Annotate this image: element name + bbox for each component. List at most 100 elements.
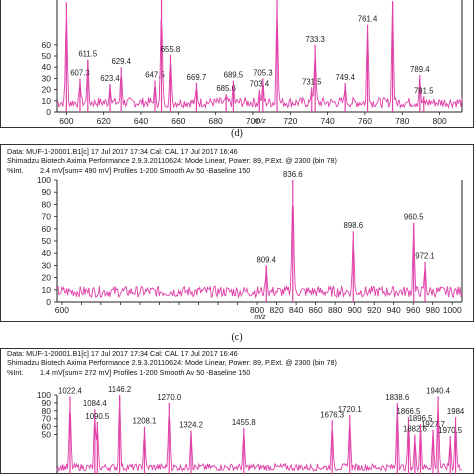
x-tick-label: 640 xyxy=(134,116,148,126)
x-tick-label: 600 xyxy=(59,116,73,126)
peak-label: 1896.5 xyxy=(409,414,434,423)
peak-label: 1208.1 xyxy=(133,417,157,426)
peak-label: 731.5 xyxy=(302,77,322,86)
peak-label: 791.5 xyxy=(414,86,434,95)
peak-label: 789.4 xyxy=(410,65,430,74)
y-tick-label: 90 xyxy=(42,398,52,408)
peak-label: 669.7 xyxy=(187,73,207,82)
x-tick-label: 740 xyxy=(321,116,335,126)
x-tick-label: 880 xyxy=(328,305,342,315)
peak-label: 1146.2 xyxy=(108,385,131,394)
peak-label: 1940.4 xyxy=(426,387,451,396)
y-tick-label: 0 xyxy=(46,107,51,117)
peak-label: 1838.6 xyxy=(385,393,409,402)
x-tick-label: 800 xyxy=(433,116,447,126)
x-tick-label: 1000 xyxy=(443,305,462,315)
peak-label: 1984 xyxy=(447,407,465,416)
peak-label: 972.1 xyxy=(415,252,435,261)
y-tick-label: 10 xyxy=(42,285,52,295)
peak-label: 647.5 xyxy=(145,71,165,80)
x-tick-label: 940 xyxy=(387,305,401,315)
spectrum-data-header: Data: MUF-1-20001.B1[c] 17 Jul 2017 17:3… xyxy=(7,147,238,156)
y-tick-label: 100 xyxy=(37,390,51,400)
y-tick-label: 10 xyxy=(42,96,52,106)
intensity-unit-label: %Int. xyxy=(7,166,23,175)
y-tick-label: 50 xyxy=(42,51,52,61)
peak-label: 629.4 xyxy=(111,57,131,66)
x-tick-label: 700 xyxy=(246,116,260,126)
y-tick-label: 80 xyxy=(42,199,52,209)
peak-label: 1455.8 xyxy=(232,418,256,427)
spectrum-trace xyxy=(56,396,463,473)
y-tick-label: 60 xyxy=(42,40,52,50)
x-tick-label: 960 xyxy=(406,305,420,315)
peak-label: 1324.2 xyxy=(179,421,203,430)
spectrum-panel-2: Data: MUF-1-20001.B1[c] 17 Jul 2017 17:3… xyxy=(0,144,474,343)
y-tick-label: 100 xyxy=(37,175,51,185)
spectrum-data-header: Data: MUF-1-20001.B1[c] 17 Jul 2017 17:3… xyxy=(7,349,238,358)
acquisition-summary: 2.4 mV[sum= 490 mV] Profiles 1-200 Smoot… xyxy=(40,166,250,175)
intensity-unit-label: %Int. xyxy=(7,368,23,377)
peak-label: 1866.5 xyxy=(397,407,422,416)
y-tick-label: 20 xyxy=(42,273,52,283)
peak-label: 1090.5 xyxy=(85,412,110,421)
x-tick-label: 780 xyxy=(395,116,409,126)
peak-label: 689.5 xyxy=(224,71,244,80)
x-axis-label: m/z xyxy=(254,314,266,321)
y-tick-label: 40 xyxy=(42,248,52,258)
x-tick-label: 680 xyxy=(209,116,223,126)
y-tick-label: 60 xyxy=(42,422,52,432)
y-tick-label: 60 xyxy=(42,224,52,234)
peak-label: 655.8 xyxy=(161,45,181,54)
peak-label: 685.6 xyxy=(216,84,236,93)
spectrum-trace xyxy=(56,205,463,299)
y-tick-label: 50 xyxy=(42,236,52,246)
y-tick-label: 70 xyxy=(42,212,52,222)
peak-label: 705.3 xyxy=(253,68,273,77)
peak-label: 960.5 xyxy=(404,213,424,222)
peak-label: 623.4 xyxy=(100,74,120,83)
peak-label: 611.5 xyxy=(78,49,98,58)
panel-label: (d) xyxy=(231,128,243,139)
y-tick-label: 70 xyxy=(42,414,52,424)
y-tick-label: 20 xyxy=(42,85,52,95)
panel-label: (c) xyxy=(231,332,242,343)
instrument-header: Shimadzu Biotech Axima Performance 2.9.3… xyxy=(7,358,337,367)
peak-label: 761.4 xyxy=(358,15,378,24)
y-tick-label: 0 xyxy=(46,297,51,307)
peak-label: 1970.5 xyxy=(438,426,463,435)
x-tick-label: 900 xyxy=(348,305,362,315)
x-tick-label: 920 xyxy=(367,305,381,315)
y-tick-label: 50 xyxy=(42,430,52,440)
x-tick-label: 660 xyxy=(171,116,185,126)
y-tick-label: 90 xyxy=(42,187,52,197)
panel-frame xyxy=(0,348,474,474)
peak-label: 1927.7 xyxy=(421,420,445,429)
x-tick-label: 720 xyxy=(283,116,297,126)
x-tick-label: 600 xyxy=(55,305,69,315)
panel-frame xyxy=(0,0,474,128)
peak-label: 733.3 xyxy=(305,35,325,44)
x-tick-label: 800 xyxy=(250,305,264,315)
x-tick-label: 840 xyxy=(289,305,303,315)
peak-label: 1882.6 xyxy=(403,425,427,434)
spectrum-panel-3: Data: MUF-1-20001.B1[c] 17 Jul 2017 17:3… xyxy=(0,348,474,474)
y-tick-label: 40 xyxy=(42,62,52,72)
acquisition-summary: 1.4 mV[sum= 272 mV] Profiles 1-200 Smoot… xyxy=(40,368,250,377)
peak-label: 836.6 xyxy=(283,170,303,179)
peak-label: 1084.4 xyxy=(83,399,108,408)
x-tick-label: 760 xyxy=(358,116,372,126)
y-tick-label: 80 xyxy=(42,406,52,416)
peak-label: 1022.4 xyxy=(58,387,83,396)
peak-label: 607.3 xyxy=(70,68,90,77)
x-tick-label: 860 xyxy=(309,305,323,315)
peak-label: 703.4 xyxy=(250,80,270,89)
x-tick-label: 820 xyxy=(269,305,283,315)
peak-label: 1720.1 xyxy=(338,405,362,414)
x-tick-label: 980 xyxy=(426,305,440,315)
peak-label: 1270.0 xyxy=(157,393,182,402)
instrument-header: Shimadzu Biotech Axima Performance 2.9.3… xyxy=(7,156,337,165)
peak-label: 1676.3 xyxy=(320,410,344,419)
